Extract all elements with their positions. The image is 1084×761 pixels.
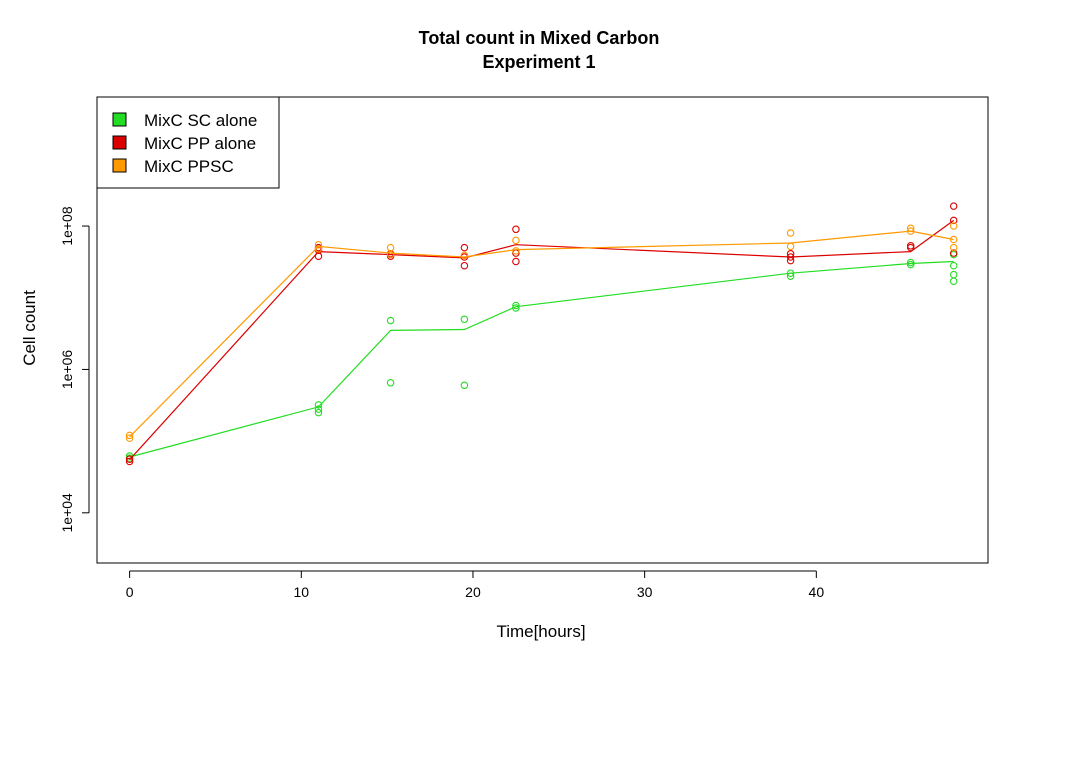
data-point	[949, 235, 958, 244]
data-point	[786, 229, 795, 237]
legend-box	[96, 96, 280, 189]
data-point	[786, 272, 795, 280]
data-point	[460, 261, 469, 270]
series-1	[125, 202, 958, 466]
series-line	[129, 219, 955, 461]
legend: MixC SC alone MixC PP alone MixC PPSC	[96, 96, 280, 189]
data-point	[949, 249, 958, 257]
data-point	[460, 243, 469, 252]
data-point	[786, 269, 795, 277]
data-point	[906, 227, 915, 235]
data-point	[906, 224, 915, 233]
data-point	[512, 225, 520, 234]
y-axis-label: Cell count	[20, 290, 39, 366]
y-tick-label: 1e+04	[59, 493, 75, 533]
data-point	[949, 216, 958, 225]
data-point	[386, 316, 395, 325]
plot-area-frame	[96, 96, 989, 564]
x-axis: 0 10 20 30 40	[126, 570, 825, 600]
data-point	[949, 277, 958, 285]
data-point	[386, 379, 395, 387]
data-point	[512, 301, 520, 310]
x-axis-label: Time[hours]	[496, 622, 585, 641]
data-point	[125, 457, 134, 466]
data-point	[386, 243, 395, 252]
y-tick-label: 1e+06	[59, 350, 75, 390]
data-point	[314, 252, 323, 260]
x-tick-label: 40	[809, 584, 825, 600]
data-point	[949, 222, 958, 230]
data-point	[949, 261, 958, 270]
data-point	[314, 405, 323, 413]
data-point	[460, 381, 469, 390]
data-point	[125, 455, 134, 463]
chart-subtitle: Experiment 1	[482, 52, 595, 72]
y-tick-label: 1e+08	[59, 206, 75, 246]
data-point	[314, 408, 323, 417]
data-point	[906, 258, 915, 267]
y-axis: 1e+04 1e+06 1e+08	[59, 206, 90, 533]
x-tick-label: 30	[637, 584, 653, 600]
x-tick-label: 20	[465, 584, 481, 600]
data-point	[460, 315, 469, 324]
data-point	[949, 243, 958, 252]
series-0	[125, 250, 958, 462]
data-point	[512, 236, 520, 245]
data-point	[460, 251, 469, 260]
legend-swatch-sc	[112, 112, 127, 127]
legend-label-pp: MixC PP alone	[144, 134, 256, 153]
data-point	[786, 242, 795, 251]
data-point	[314, 401, 323, 409]
data-point	[906, 242, 915, 250]
data-point	[512, 304, 520, 312]
legend-label-sc: MixC SC alone	[144, 111, 257, 130]
series-layer	[125, 202, 958, 466]
data-point	[949, 202, 958, 210]
data-point	[786, 250, 795, 258]
x-tick-label: 0	[126, 584, 134, 600]
data-point	[125, 431, 134, 440]
data-point	[125, 434, 134, 442]
data-point	[512, 257, 520, 266]
data-point	[512, 247, 520, 255]
legend-swatch-ppsc	[112, 158, 127, 173]
data-point	[949, 270, 958, 279]
series-line	[129, 230, 954, 438]
legend-swatch-pp	[112, 135, 127, 150]
series-2	[125, 222, 958, 442]
data-point	[906, 260, 915, 269]
data-point	[314, 245, 323, 253]
chart-title: Total count in Mixed Carbon	[419, 28, 660, 48]
series-line	[129, 260, 954, 458]
x-tick-label: 10	[294, 584, 310, 600]
data-point	[314, 240, 323, 249]
legend-label-ppsc: MixC PPSC	[144, 157, 234, 176]
data-point	[386, 250, 395, 259]
data-point	[786, 253, 795, 261]
